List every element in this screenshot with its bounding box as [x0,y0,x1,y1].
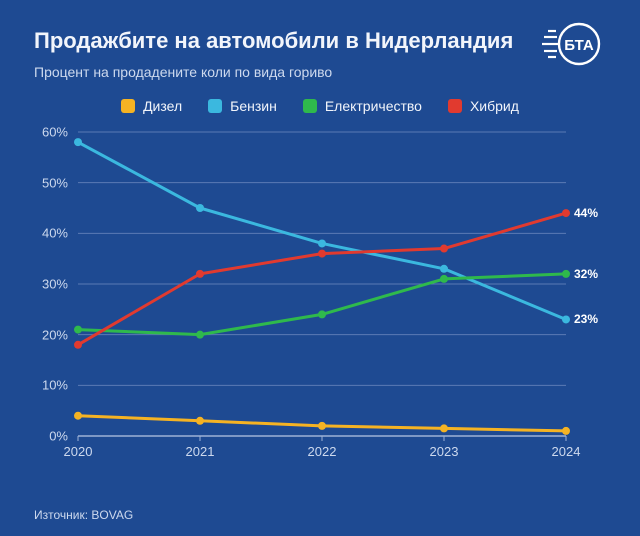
data-point [440,245,448,253]
legend-item: Дизел [121,98,182,114]
data-point [318,239,326,247]
logo-text: БТА [564,37,594,54]
data-point [440,275,448,283]
data-point [74,138,82,146]
chart-title: Продажбите на автомобили в Нидерландия [34,28,606,54]
legend-item: Електричество [303,98,422,114]
value-label: 32% [574,267,598,281]
chart-svg [34,124,606,464]
legend-item: Хибрид [448,98,519,114]
legend-label: Електричество [325,98,422,114]
data-point [440,265,448,273]
legend-swatch [303,99,317,113]
data-point [74,412,82,420]
chart-subtitle: Процент на продадените коли по вида гори… [34,64,606,80]
y-axis-label: 50% [34,175,68,190]
y-axis-label: 20% [34,327,68,342]
y-axis-label: 10% [34,378,68,393]
chart-source: Източник: BOVAG [34,508,133,522]
bta-logo: БТА [540,22,610,71]
value-label: 44% [574,206,598,220]
y-axis-label: 60% [34,125,68,140]
legend-swatch [121,99,135,113]
legend-swatch [448,99,462,113]
legend-label: Хибрид [470,98,519,114]
series-line [78,213,566,345]
data-point [318,250,326,258]
y-axis-label: 40% [34,226,68,241]
data-point [318,310,326,318]
chart-card: БТА Продажбите на автомобили в Нидерланд… [0,0,640,536]
x-axis-label: 2024 [552,444,581,459]
x-axis-label: 2021 [186,444,215,459]
data-point [74,326,82,334]
data-point [562,209,570,217]
series-line [78,274,566,335]
y-axis-label: 30% [34,277,68,292]
data-point [318,422,326,430]
data-point [196,270,204,278]
value-label: 23% [574,312,598,326]
line-chart: 0% 10% 20% 30% 40% 50% 60% 2020 2021 2022 2023 2024… [34,124,606,464]
x-axis-label: 2023 [430,444,459,459]
legend-swatch [208,99,222,113]
data-point [562,427,570,435]
legend-label: Бензин [230,98,277,114]
legend-label: Дизел [143,98,182,114]
legend-item: Бензин [208,98,277,114]
data-point [562,315,570,323]
data-point [196,417,204,425]
chart-legend: Дизел Бензин Електричество Хибрид [34,98,606,114]
y-axis-label: 0% [34,429,68,444]
data-point [196,331,204,339]
data-point [196,204,204,212]
series-line [78,142,566,319]
data-point [562,270,570,278]
x-axis-label: 2022 [308,444,337,459]
x-axis-label: 2020 [64,444,93,459]
data-point [440,424,448,432]
data-point [74,341,82,349]
